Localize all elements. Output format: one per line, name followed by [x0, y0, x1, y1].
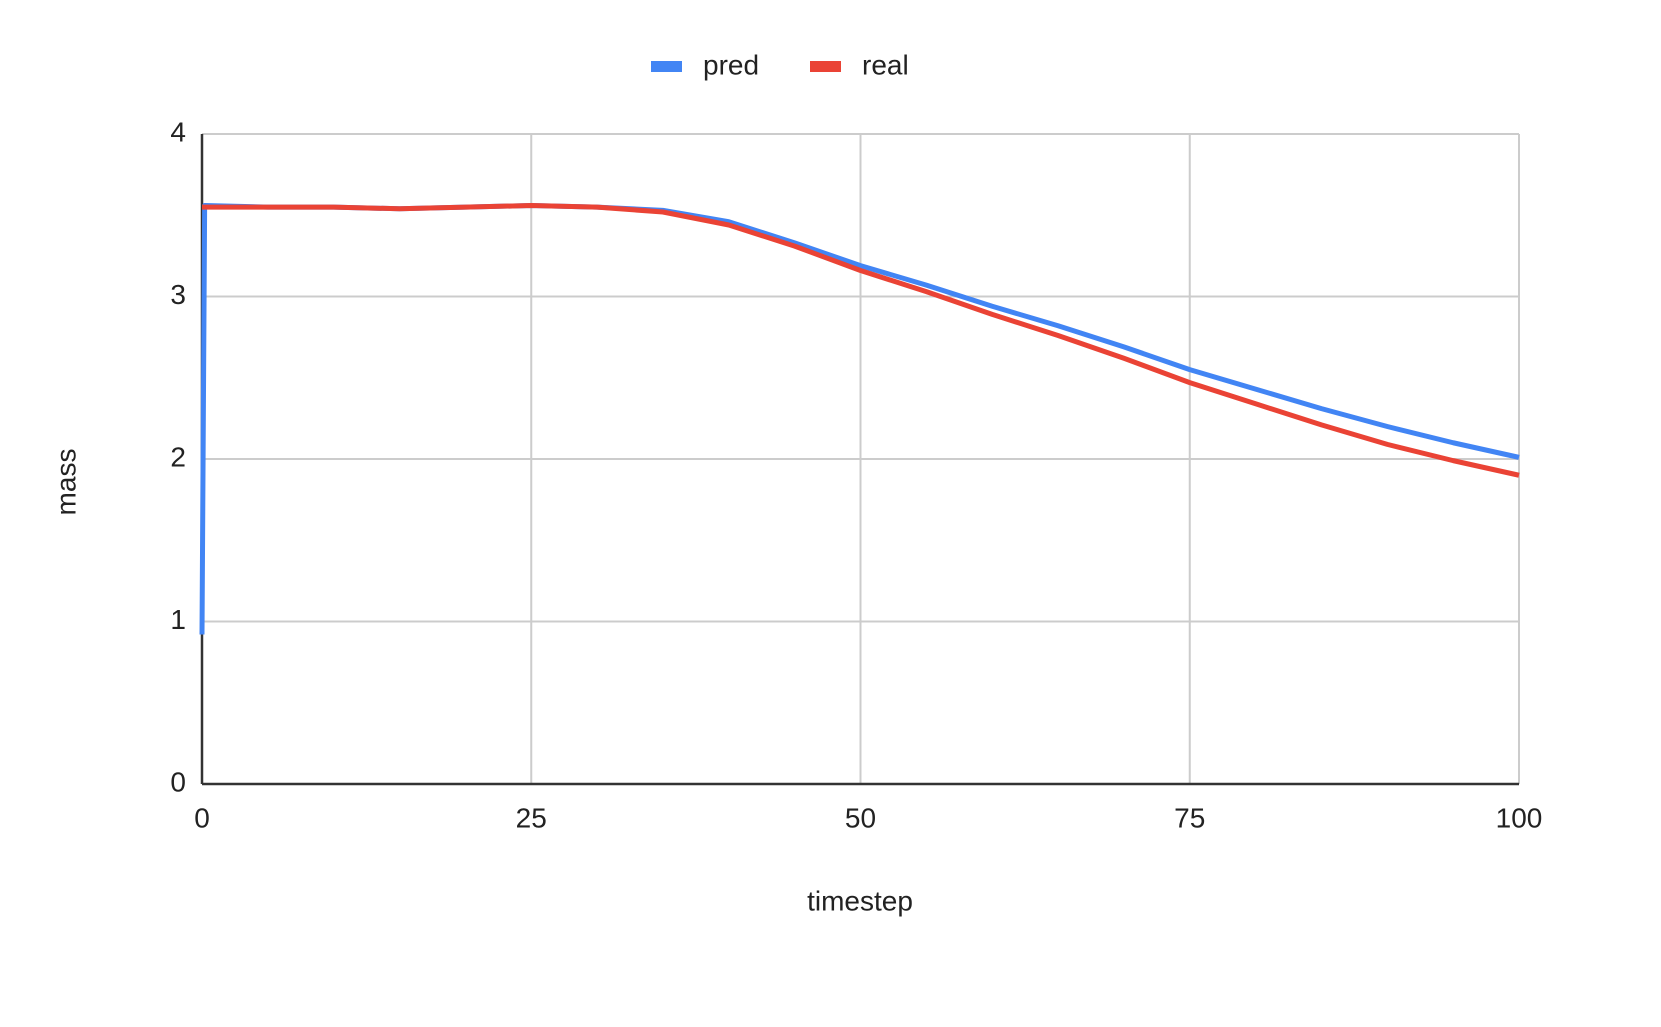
y-tick-label: 0	[170, 766, 186, 797]
y-tick-label: 1	[170, 604, 186, 635]
legend-label: pred	[703, 49, 759, 80]
y-axis-title: mass	[50, 449, 81, 516]
x-tick-label: 100	[1496, 802, 1543, 833]
x-axis-title: timestep	[807, 885, 913, 916]
line-series	[202, 203, 1520, 478]
y-tick-label: 4	[170, 116, 186, 147]
y-tick-label: 3	[170, 279, 186, 310]
x-tick-label: 75	[1174, 802, 1205, 833]
legend-label: real	[862, 49, 909, 80]
x-tick-label: 25	[516, 802, 547, 833]
legend-swatch	[651, 61, 682, 72]
legend-swatch	[810, 61, 841, 72]
x-tick-label: 50	[845, 802, 876, 833]
x-tick-label: 0	[194, 802, 210, 833]
y-tick-label: 2	[170, 441, 186, 472]
